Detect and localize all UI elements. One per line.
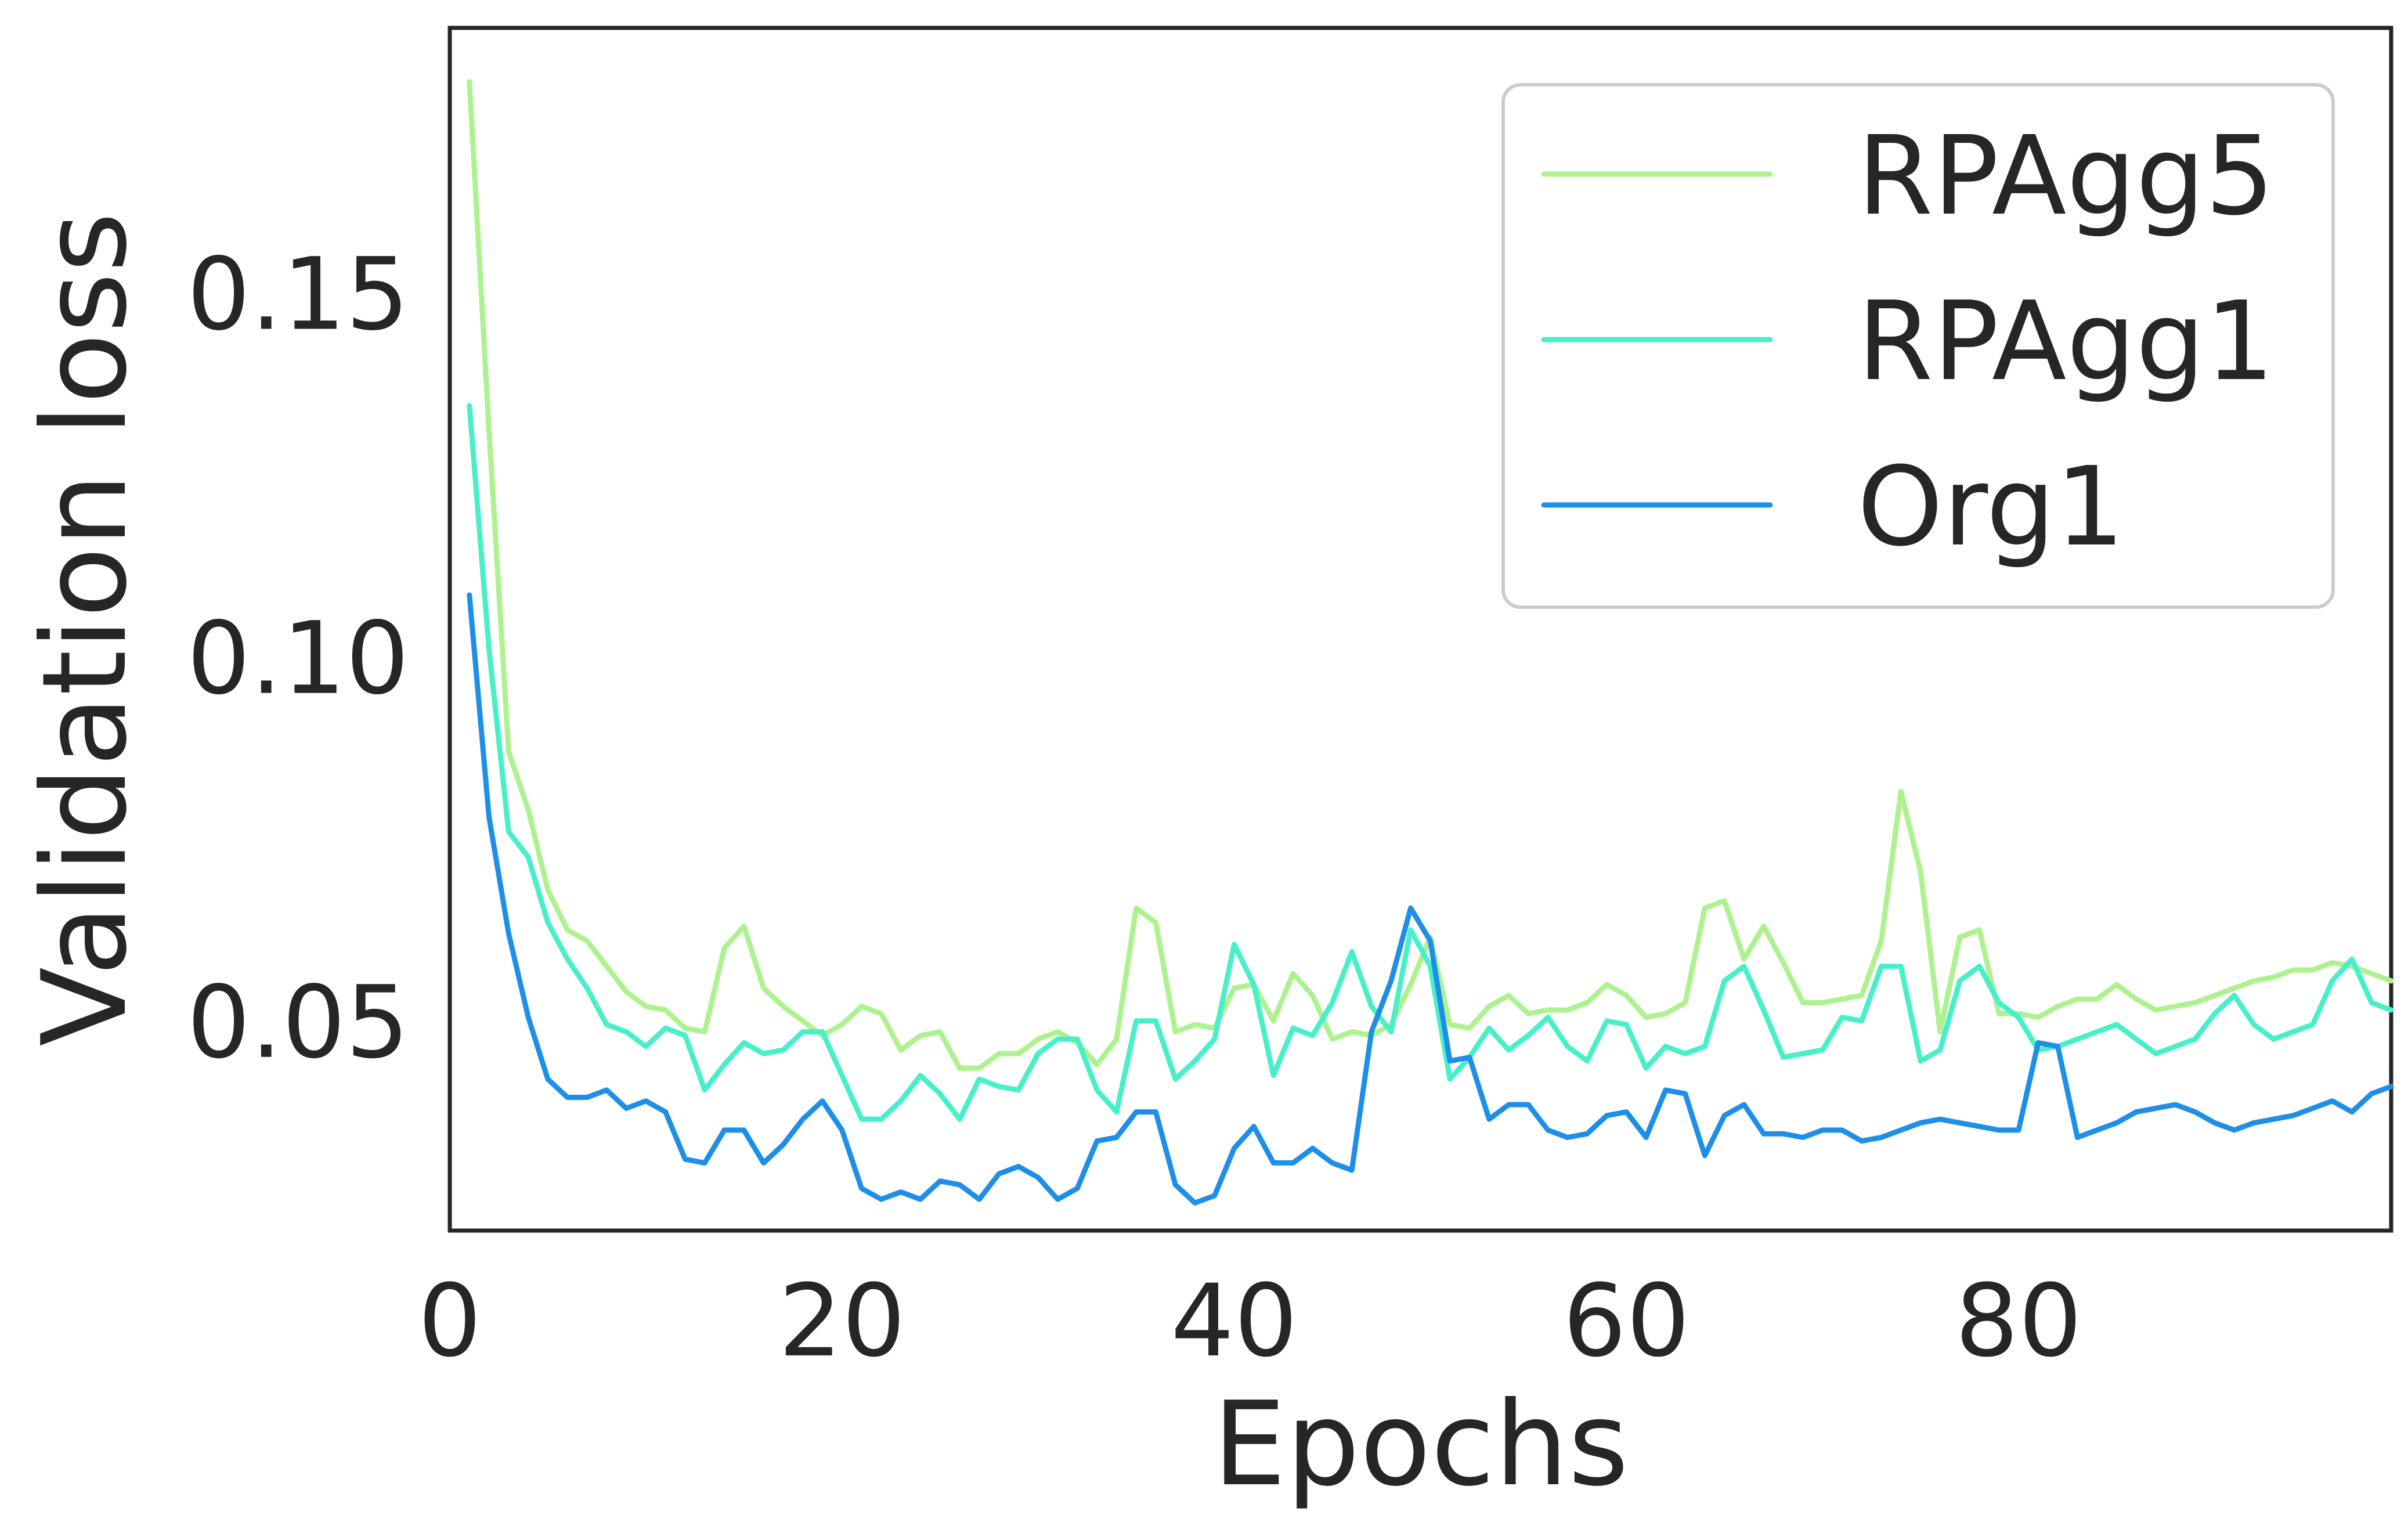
y-tick-labels: 0.05 0.10 0.15: [187, 236, 409, 1081]
y-axis-label: Validation loss: [17, 212, 153, 1047]
x-tick-label: 0: [418, 1263, 481, 1379]
legend-label: RPAgg5: [1857, 113, 2275, 240]
legend-entries: RPAgg5 RPAgg1 Org1: [1541, 113, 2275, 571]
x-tick-label: 20: [778, 1263, 905, 1379]
legend-label: Org1: [1857, 443, 2125, 571]
y-tick-label: 0.10: [187, 600, 409, 717]
legend-box: [1501, 83, 2335, 609]
x-tick-label: 80: [1955, 1263, 2082, 1379]
x-tick-label: 40: [1171, 1263, 1298, 1379]
x-tick-labels: 0 20 40 60 80: [418, 1263, 2082, 1379]
x-tick-label: 60: [1563, 1263, 1690, 1379]
x-axis-label: Epochs: [1213, 1377, 1629, 1512]
y-tick-label: 0.15: [187, 236, 409, 353]
series-line-org1: [467, 592, 2394, 1206]
series-line-rpagg1: [467, 403, 2394, 1122]
legend: RPAgg5 RPAgg1 Org1: [1501, 83, 2335, 609]
series-lines: [467, 79, 2394, 1206]
legend-label: RPAgg1: [1857, 278, 2275, 405]
y-tick-label: 0.05: [187, 964, 409, 1081]
